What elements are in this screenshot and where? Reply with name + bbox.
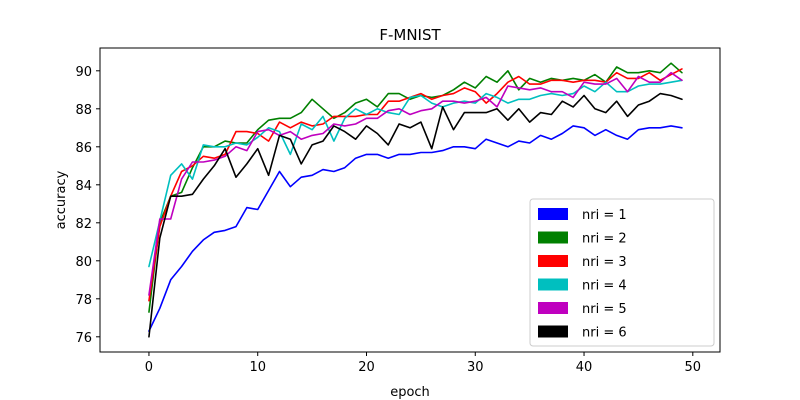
legend-entry: nri = 6 <box>582 326 627 341</box>
legend-swatch <box>538 278 568 291</box>
series-line-3 <box>148 68 683 302</box>
legend-entry: nri = 2 <box>582 232 627 247</box>
x-tick-label: 0 <box>145 360 153 375</box>
x-tick-label: 20 <box>358 360 375 375</box>
x-tick-label: 10 <box>249 360 266 375</box>
legend-entry: nri = 4 <box>582 279 627 294</box>
x-axis: 0 10 20 30 40 50 <box>145 352 701 375</box>
legend-swatch <box>538 325 568 338</box>
y-axis-label: accuracy <box>54 170 69 229</box>
y-tick-label: 86 <box>75 141 92 156</box>
x-tick-label: 50 <box>685 360 702 375</box>
y-tick-label: 88 <box>75 103 92 118</box>
plot-lines <box>148 62 683 338</box>
y-axis: 76 78 80 82 84 86 88 90 <box>75 65 100 346</box>
chart-title: F-MNIST <box>379 26 441 44</box>
x-tick-label: 30 <box>467 360 484 375</box>
legend-swatch <box>538 208 568 220</box>
series-line-6 <box>148 92 683 338</box>
legend-entry: nri = 1 <box>582 208 627 223</box>
y-tick-label: 90 <box>75 65 92 80</box>
legend-entry: nri = 5 <box>582 302 627 317</box>
y-tick-label: 76 <box>75 331 92 346</box>
series-line-1 <box>148 125 683 332</box>
legend: nri = 1 nri = 2 nri = 3 nri = 4 nri = 5 nri =… <box>529 198 715 347</box>
legend-box <box>529 198 715 347</box>
y-tick-label: 82 <box>75 217 92 232</box>
series-line-5 <box>148 71 683 296</box>
x-tick-label: 40 <box>576 360 593 375</box>
legend-swatch <box>538 302 568 314</box>
legend-swatch <box>538 231 568 244</box>
plot-frame <box>99 47 721 353</box>
y-tick-label: 78 <box>75 293 92 308</box>
y-tick-label: 80 <box>75 255 92 270</box>
series-line-4 <box>148 79 683 268</box>
legend-entry: nri = 3 <box>582 255 627 270</box>
legend-swatch <box>538 255 568 267</box>
x-axis-label: epoch <box>390 385 430 400</box>
y-tick-label: 84 <box>75 179 92 194</box>
